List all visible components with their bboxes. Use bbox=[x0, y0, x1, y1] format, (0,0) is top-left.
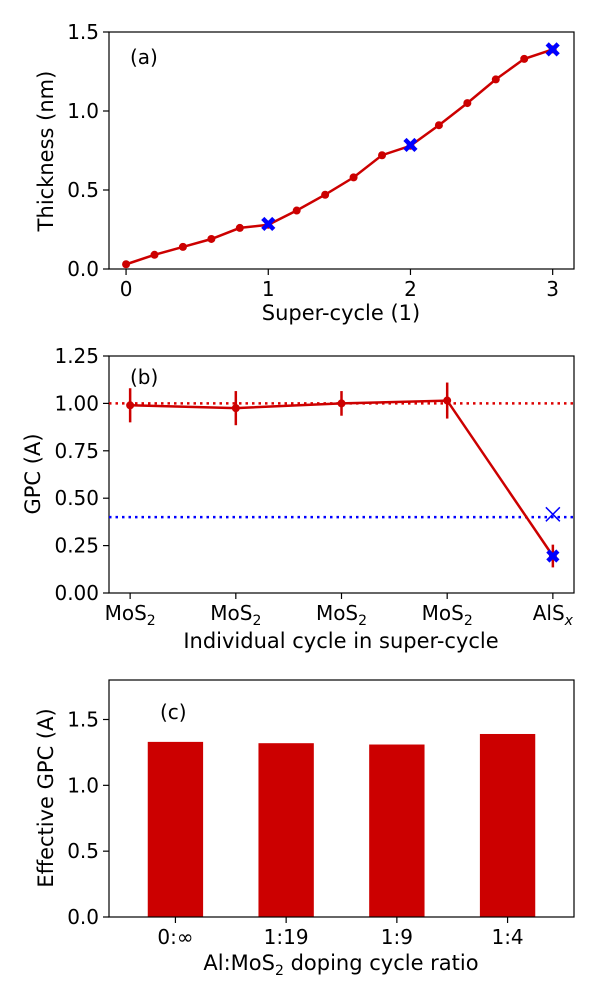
panel-c-x-tick-label: 0:∞ bbox=[157, 925, 193, 949]
panel-a-y-tick-label: 1.0 bbox=[67, 99, 99, 123]
panel-a-data-point bbox=[378, 151, 387, 160]
panel-b-y-tick-label: 0.50 bbox=[54, 486, 99, 510]
panel-b-x-tick-label: AlSx bbox=[533, 601, 574, 629]
panel-a-data-point bbox=[349, 173, 358, 182]
panel-b-series-line bbox=[130, 399, 554, 557]
panel-b-x-tick-label: MoS2 bbox=[422, 601, 473, 629]
panel-c-y-tick-label: 0.5 bbox=[67, 839, 99, 863]
panel-b-y-tick-label: 1.25 bbox=[54, 344, 99, 368]
panel-b-y-tick-label: 1.00 bbox=[54, 391, 99, 415]
panel-a-x-tick-label: 2 bbox=[404, 277, 417, 301]
panel-a-series-line bbox=[125, 48, 554, 266]
panel-c-effective-gpc-chart: (c) Al:MoS2 doping cycle ratio Effective… bbox=[34, 679, 575, 979]
panel-a-x-tick-label: 1 bbox=[262, 277, 275, 301]
panel-a-highlight-marker bbox=[545, 42, 560, 57]
panel-a-y-axis-label: Thickness (nm) bbox=[34, 71, 58, 233]
panel-a-data-point bbox=[292, 206, 301, 215]
panel-b-y-tick-label: 0.25 bbox=[54, 534, 99, 558]
panel-c-x-tick-label: 1:9 bbox=[381, 925, 413, 949]
panel-a-data-point bbox=[321, 190, 330, 199]
panel-b-x-tick-label: MoS2 bbox=[105, 601, 156, 629]
panel-c-bar bbox=[147, 741, 204, 917]
panel-a-thickness-chart: (a) Super-cycle (1) Thickness (nm) 0.0 0.… bbox=[34, 20, 575, 325]
panel-a-highlight-marker bbox=[403, 137, 418, 153]
panel-c-y-tick-label: 0.0 bbox=[67, 905, 99, 929]
panel-b-x-tick-label: MoS2 bbox=[316, 601, 367, 629]
panel-b-data-point bbox=[337, 399, 346, 408]
panel-a-x-axis-label: Super-cycle (1) bbox=[262, 301, 420, 325]
panel-c-bar bbox=[369, 744, 425, 917]
panel-b-data-point bbox=[443, 396, 452, 405]
panel-c-plot-frame bbox=[108, 679, 575, 918]
panel-c-x-axis-label-sub: 2 bbox=[275, 963, 284, 979]
panel-b-y-tick-label: 0.75 bbox=[54, 439, 99, 463]
panel-b-thin-x-marker bbox=[545, 506, 561, 522]
panel-a-highlight-marker bbox=[261, 216, 276, 232]
panel-c-bar bbox=[479, 733, 536, 917]
panel-b-data-point bbox=[126, 401, 135, 410]
panel-a-data-point bbox=[207, 234, 216, 243]
panel-b-data-point bbox=[231, 404, 240, 413]
panel-a-data-point bbox=[520, 54, 529, 63]
panel-a-data-point bbox=[463, 99, 472, 108]
panel-a-y-tick-label: 1.5 bbox=[67, 20, 99, 44]
panel-a-y-tick-label: 0.0 bbox=[67, 257, 99, 281]
panel-a-plot-frame bbox=[108, 31, 575, 270]
panel-c-bar bbox=[258, 743, 314, 917]
panel-b-x-tick-label: MoS2 bbox=[210, 601, 261, 629]
panel-b-bold-x-marker bbox=[546, 549, 560, 563]
panel-a-data-point bbox=[178, 242, 187, 251]
panel-a-label: (a) bbox=[130, 45, 158, 69]
panel-b-y-axis-label: GPC (A) bbox=[21, 433, 45, 514]
panel-b-label: (b) bbox=[130, 365, 158, 389]
panel-c-y-axis-label: Effective GPC (A) bbox=[34, 708, 58, 887]
panel-c-x-axis-label: Al:MoS2 doping cycle ratio bbox=[203, 951, 478, 979]
panel-a-data-point bbox=[122, 260, 131, 269]
panel-b-gpc-chart: (b) Individual cycle in super-cycle GPC … bbox=[21, 344, 575, 653]
panel-b-x-axis-label: Individual cycle in super-cycle bbox=[183, 629, 498, 653]
panel-c-y-tick-label: 1.0 bbox=[67, 773, 99, 797]
panel-a-x-tick-label: 0 bbox=[120, 277, 133, 301]
panel-a-data-point bbox=[150, 250, 159, 259]
panel-c-x-tick-label: 1:4 bbox=[491, 925, 523, 949]
panel-c-x-axis-label-rest: doping cycle ratio bbox=[284, 951, 479, 975]
panel-a-data-point bbox=[434, 121, 443, 130]
panel-c-x-axis-label-base: Al:MoS bbox=[203, 951, 275, 975]
panel-a-data-point bbox=[491, 75, 500, 84]
panel-b-y-tick-label: 0.00 bbox=[54, 581, 99, 605]
panel-c-y-tick-label: 1.5 bbox=[67, 708, 99, 732]
panel-a-x-tick-label: 3 bbox=[546, 277, 559, 301]
panel-a-y-tick-label: 0.5 bbox=[67, 178, 99, 202]
panel-c-x-tick-label: 1:19 bbox=[264, 925, 309, 949]
panel-a-data-point bbox=[235, 223, 244, 232]
panel-c-label: (c) bbox=[160, 700, 187, 724]
